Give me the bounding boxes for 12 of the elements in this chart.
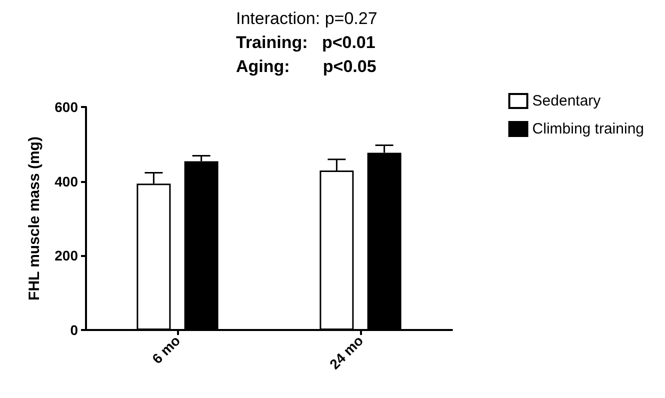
legend-label: Climbing training <box>532 120 644 138</box>
y-tick-label: 400 <box>54 173 78 190</box>
text: Aging: p<0.05 <box>236 57 376 76</box>
y-tick-label: 0 <box>70 322 78 338</box>
text: Interaction: p=0.27 <box>236 9 378 28</box>
y-tick-label: 200 <box>54 248 78 264</box>
y-axis-title: FHL muscle mass (mg) <box>26 136 43 300</box>
y-tick-label: 600 <box>54 99 78 115</box>
x-tick-label: 24 mo <box>326 332 366 372</box>
legend-label: Sedentary <box>532 92 602 110</box>
x-tick-label: 6 mo <box>148 332 184 367</box>
text: Training: p<0.01 <box>236 33 376 52</box>
